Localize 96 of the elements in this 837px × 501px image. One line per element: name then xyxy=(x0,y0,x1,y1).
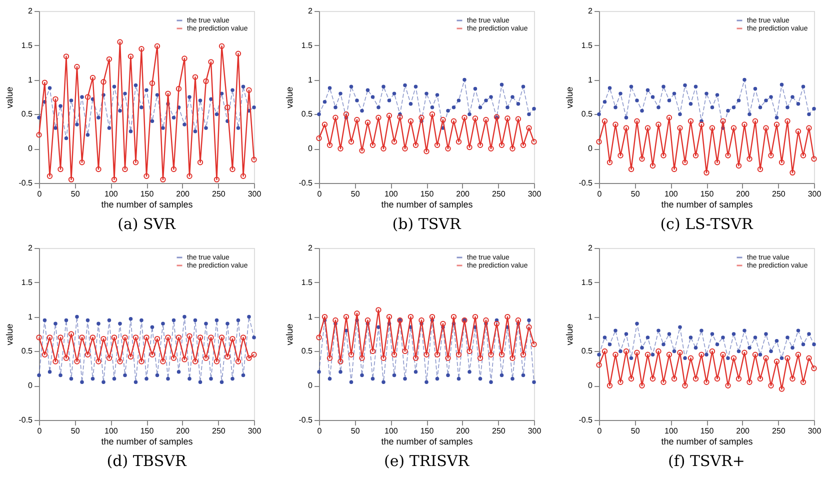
y-tick-label: 1 xyxy=(28,312,34,322)
y-tick-label: 1.5 xyxy=(21,278,34,287)
x-axis-title: the number of samples xyxy=(381,436,474,446)
x-tick-label: 300 xyxy=(528,426,542,436)
x-tick-label: 150 xyxy=(700,426,714,436)
y-axis-title: value xyxy=(564,324,575,346)
y-tick-label: 0 xyxy=(308,381,314,390)
x-axis-title: the number of samples xyxy=(661,200,754,210)
y-tick-label: 0 xyxy=(308,144,314,154)
x-tick-label: 250 xyxy=(492,190,506,198)
y-tick-label: 2 xyxy=(28,6,34,16)
x-tick-label: 0 xyxy=(37,190,42,198)
x-tick-label: 300 xyxy=(808,426,822,436)
x-tick-label: 100 xyxy=(664,190,678,198)
y-tick-label: 2 xyxy=(588,6,594,16)
x-tick-label: 200 xyxy=(176,426,190,436)
x-tick-label: 250 xyxy=(772,426,786,436)
x-tick-label: 50 xyxy=(630,426,640,436)
y-tick-label: 0 xyxy=(588,144,594,154)
y-tick-label: 2 xyxy=(588,244,594,252)
x-axis-title: the number of samples xyxy=(381,200,474,210)
x-axis-title: the number of samples xyxy=(661,436,754,446)
y-axis-title: value xyxy=(564,86,575,108)
y-tick-label: 2 xyxy=(308,6,314,16)
x-axis-title: the number of samples xyxy=(101,200,194,210)
y-tick-label: 0.5 xyxy=(21,110,34,119)
x-tick-label: 150 xyxy=(420,190,434,198)
text: (b) TSVR xyxy=(392,215,462,233)
x-tick-label: 250 xyxy=(212,426,226,436)
y-tick-label: 0.5 xyxy=(581,110,594,119)
x-tick-label: 200 xyxy=(456,190,470,198)
x-tick-label: 250 xyxy=(212,190,226,198)
y-tick-label: 1 xyxy=(308,312,314,322)
y-tick-label: 1 xyxy=(28,75,34,84)
y-axis-title: value xyxy=(4,86,15,108)
y-tick-label: 1 xyxy=(588,75,594,84)
text: (f) TSVR+ xyxy=(668,452,745,470)
y-tick-label: 2 xyxy=(28,244,34,252)
x-tick-label: 150 xyxy=(140,190,154,198)
x-tick-label: 150 xyxy=(420,426,434,436)
x-tick-label: 50 xyxy=(350,426,360,436)
y-tick-label: -0.5 xyxy=(298,416,314,424)
y-tick-label: 1.5 xyxy=(21,40,34,50)
y-tick-label: 0.5 xyxy=(581,346,594,356)
x-tick-label: 300 xyxy=(528,190,542,198)
text: (e) TRISVR xyxy=(384,452,470,470)
x-tick-label: 300 xyxy=(808,190,822,198)
x-tick-label: 200 xyxy=(456,426,470,436)
x-tick-label: 50 xyxy=(350,190,360,198)
y-tick-label: 0.5 xyxy=(301,346,314,356)
y-tick-label: -0.5 xyxy=(18,416,34,424)
x-tick-label: 200 xyxy=(176,190,190,198)
x-tick-label: 100 xyxy=(384,190,398,198)
x-tick-label: 50 xyxy=(70,426,80,436)
x-tick-label: 0 xyxy=(597,426,602,436)
x-tick-label: 0 xyxy=(317,426,322,436)
x-tick-label: 100 xyxy=(104,426,118,436)
text: (d) TBSVR xyxy=(106,452,187,470)
x-tick-label: 250 xyxy=(772,190,786,198)
x-tick-label: 150 xyxy=(140,426,154,436)
y-tick-label: 1.5 xyxy=(581,40,594,50)
y-tick-label: 0 xyxy=(588,381,594,390)
text: (a) SVR xyxy=(118,215,176,233)
y-tick-label: 2 xyxy=(308,244,314,252)
y-tick-label: 1.5 xyxy=(581,278,594,287)
y-tick-label: -0.5 xyxy=(18,178,34,188)
y-tick-label: 1 xyxy=(308,75,314,84)
y-tick-label: -0.5 xyxy=(578,178,594,188)
y-axis-title: value xyxy=(284,86,295,108)
y-tick-label: 1.5 xyxy=(301,40,314,50)
x-tick-label: 200 xyxy=(736,190,750,198)
y-tick-label: 0.5 xyxy=(21,346,34,356)
y-tick-label: 0.5 xyxy=(301,110,314,119)
y-axis-title: value xyxy=(284,324,295,346)
x-tick-label: 100 xyxy=(664,426,678,436)
x-tick-label: 0 xyxy=(597,190,602,198)
x-axis-title: the number of samples xyxy=(101,436,194,446)
x-tick-label: 250 xyxy=(492,426,506,436)
y-tick-label: 1 xyxy=(588,312,594,322)
x-tick-label: 150 xyxy=(700,190,714,198)
y-tick-label: 0 xyxy=(28,144,34,154)
y-tick-label: -0.5 xyxy=(298,178,314,188)
x-tick-label: 50 xyxy=(70,190,80,198)
y-tick-label: 1.5 xyxy=(301,278,314,287)
x-tick-label: 300 xyxy=(248,426,262,436)
x-tick-label: 200 xyxy=(736,426,750,436)
x-tick-label: 100 xyxy=(384,426,398,436)
x-tick-label: 100 xyxy=(104,190,118,198)
x-tick-label: 0 xyxy=(317,190,322,198)
y-tick-label: 0 xyxy=(28,381,34,390)
x-tick-label: 50 xyxy=(630,190,640,198)
y-tick-label: -0.5 xyxy=(578,416,594,424)
x-tick-label: 0 xyxy=(37,426,42,436)
x-tick-label: 300 xyxy=(248,190,262,198)
text: (c) LS-TSVR xyxy=(660,215,754,233)
y-axis-title: value xyxy=(4,324,15,346)
